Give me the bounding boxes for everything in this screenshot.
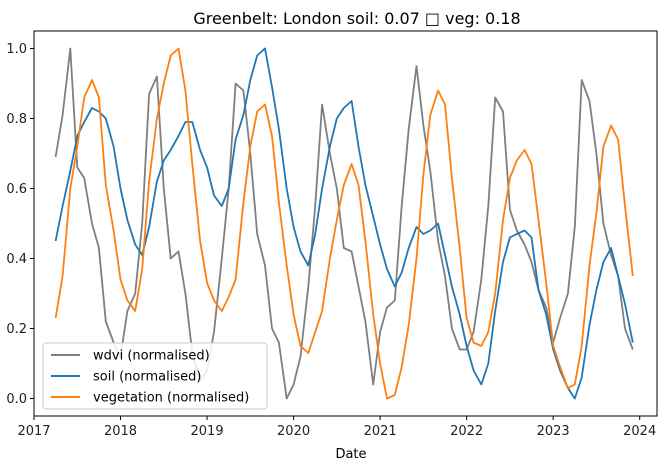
y-tick-label: 1.0 (6, 42, 27, 57)
legend-box (42, 342, 268, 410)
x-tick-label: 2019 (191, 424, 224, 439)
legend-label-2: vegetation (normalised) (93, 391, 249, 406)
x-tick-label: 2020 (277, 424, 310, 439)
x-tick-label: 2024 (623, 424, 656, 439)
x-tick-label: 2018 (104, 424, 137, 439)
legend: wdvi (normalised) soil (normalised) vegeta… (42, 342, 268, 410)
x-tick-label: 2023 (537, 424, 570, 439)
series-line-1 (54, 47, 634, 400)
y-axis: 0.0 0.2 0.4 0.6 0.8 1.0 (6, 42, 34, 407)
y-tick-label: 0.0 (6, 392, 27, 407)
y-tick-label: 0.4 (6, 252, 27, 267)
legend-label-0: wdvi (normalised) (93, 349, 210, 364)
x-tick-label: 2021 (364, 424, 397, 439)
y-tick-label: 0.2 (6, 322, 27, 337)
y-tick-label: 0.6 (6, 182, 27, 197)
x-tick-label: 2022 (450, 424, 483, 439)
chart-title: Greenbelt: London soil: 0.07 □ veg: 0.18 (193, 9, 520, 28)
x-axis-label: Date (335, 447, 366, 462)
y-tick-label: 0.8 (6, 112, 27, 127)
x-tick-label: 2017 (17, 424, 50, 439)
legend-label-1: soil (normalised) (93, 370, 201, 385)
plot-frame (33, 30, 658, 417)
series-group (54, 47, 634, 400)
series-line-0 (54, 47, 634, 400)
plot-area (33, 30, 658, 417)
x-axis: 2017 2018 2019 2020 2021 2022 2023 2024 (17, 416, 656, 439)
series-line-2 (54, 47, 634, 400)
